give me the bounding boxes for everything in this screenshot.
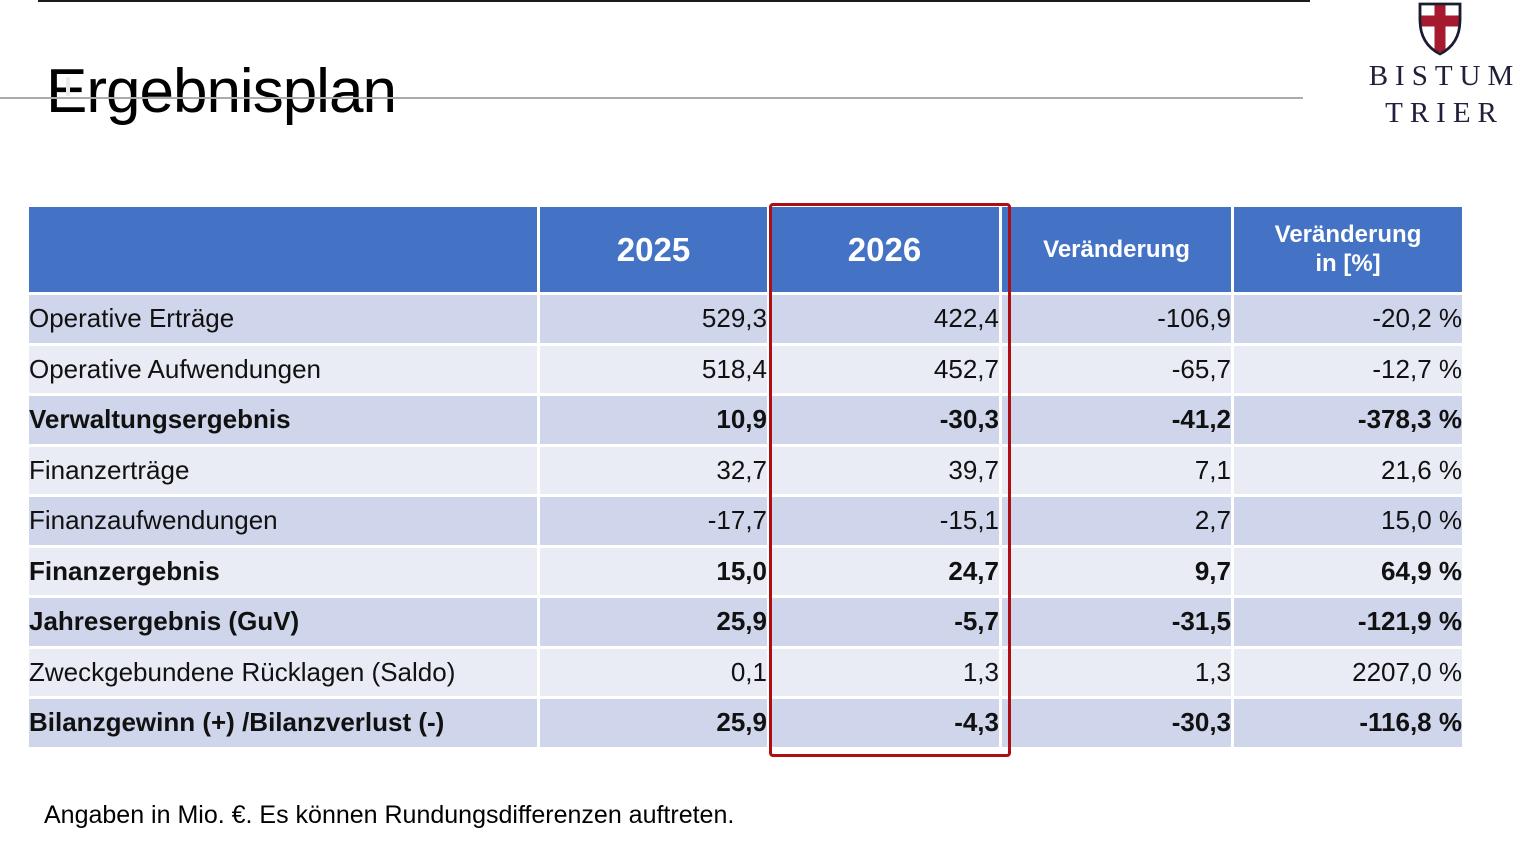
row-label: Operative Aufwendungen <box>29 345 537 393</box>
value-change: 9,7 <box>1002 547 1231 595</box>
table-row: Operative Erträge 529,3 422,4 -106,9 -20… <box>29 295 1462 343</box>
value-2025: 0,1 <box>540 648 767 696</box>
value-change: -41,2 <box>1002 396 1231 444</box>
row-label: Zweckgebundene Rücklagen (Saldo) <box>29 648 537 696</box>
value-2025: 10,9 <box>540 396 767 444</box>
value-2026: 39,7 <box>770 446 999 494</box>
row-label: Operative Erträge <box>29 295 537 343</box>
value-change-pct: 2207,0 % <box>1234 648 1462 696</box>
value-2025: 32,7 <box>540 446 767 494</box>
value-change-pct: 64,9 % <box>1234 547 1462 595</box>
header-change-pct-line1: Veränderung <box>1274 220 1422 248</box>
table-row: Finanzerträge 32,7 39,7 7,1 21,6 % <box>29 446 1462 494</box>
header-cell-change: Veränderung <box>1002 207 1231 292</box>
value-2025: 25,9 <box>540 699 767 747</box>
table-row-total: Bilanzgewinn (+) /Bilanzverlust (-) 25,9… <box>29 699 1462 747</box>
value-change-pct: -378,3 % <box>1234 396 1462 444</box>
value-change: 1,3 <box>1002 648 1231 696</box>
value-change-pct: -20,2 % <box>1234 295 1462 343</box>
value-2026: 1,3 <box>770 648 999 696</box>
value-2025: 529,3 <box>540 295 767 343</box>
value-change-pct: 15,0 % <box>1234 497 1462 545</box>
header-cell-label <box>29 207 537 292</box>
value-change-pct: -12,7 % <box>1234 345 1462 393</box>
top-border-line <box>38 0 1310 2</box>
value-change: -31,5 <box>1002 598 1231 646</box>
value-change-pct: -121,9 % <box>1234 598 1462 646</box>
ergebnisplan-table: 2025 2026 Veränderung Veränderung in [%]… <box>26 204 1465 750</box>
table-row-subtotal: Verwaltungsergebnis 10,9 -30,3 -41,2 -37… <box>29 396 1462 444</box>
value-2026: -30,3 <box>770 396 999 444</box>
table-row: Operative Aufwendungen 518,4 452,7 -65,7… <box>29 345 1462 393</box>
row-label: Finanzergebnis <box>29 547 537 595</box>
header-change-pct-line2: in [%] <box>1315 249 1381 277</box>
value-2026: -15,1 <box>770 497 999 545</box>
text-cursor-artifact <box>66 77 70 96</box>
value-change-pct: 21,6 % <box>1234 446 1462 494</box>
value-2026: 24,7 <box>770 547 999 595</box>
table-row: Finanzaufwendungen -17,7 -15,1 2,7 15,0 … <box>29 497 1462 545</box>
value-2025: 25,9 <box>540 598 767 646</box>
title-divider-line <box>0 97 1303 99</box>
value-change: -106,9 <box>1002 295 1231 343</box>
value-change-pct: -116,8 % <box>1234 699 1462 747</box>
header-cell-change-pct: Veränderung in [%] <box>1234 207 1462 292</box>
value-2026: 422,4 <box>770 295 999 343</box>
table-row-subtotal: Finanzergebnis 15,0 24,7 9,7 64,9 % <box>29 547 1462 595</box>
row-label: Jahresergebnis (GuV) <box>29 598 537 646</box>
value-2026: 452,7 <box>770 345 999 393</box>
header-cell-2026: 2026 <box>770 207 999 292</box>
value-2025: 518,4 <box>540 345 767 393</box>
shield-cross-icon <box>1418 2 1462 56</box>
value-change: 7,1 <box>1002 446 1231 494</box>
value-change: -65,7 <box>1002 345 1231 393</box>
page-title: Ergebnisplan <box>46 56 397 126</box>
logo-text-bistum: BISTUM <box>1368 60 1521 92</box>
value-2025: 15,0 <box>540 547 767 595</box>
value-2026: -5,7 <box>770 598 999 646</box>
row-label: Bilanzgewinn (+) /Bilanzverlust (-) <box>29 699 537 747</box>
row-label: Finanzaufwendungen <box>29 497 537 545</box>
table-header-row: 2025 2026 Veränderung Veränderung in [%] <box>29 207 1462 292</box>
value-change: -30,3 <box>1002 699 1231 747</box>
row-label: Finanzerträge <box>29 446 537 494</box>
row-label: Verwaltungsergebnis <box>29 396 537 444</box>
footnote: Angaben in Mio. €. Es können Rundungsdif… <box>44 801 735 829</box>
table-row-subtotal: Jahresergebnis (GuV) 25,9 -5,7 -31,5 -12… <box>29 598 1462 646</box>
value-2025: -17,7 <box>540 497 767 545</box>
value-2026: -4,3 <box>770 699 999 747</box>
table-row: Zweckgebundene Rücklagen (Saldo) 0,1 1,3… <box>29 648 1462 696</box>
value-change: 2,7 <box>1002 497 1231 545</box>
logo-text-trier: TRIER <box>1385 97 1504 129</box>
header-cell-2025: 2025 <box>540 207 767 292</box>
